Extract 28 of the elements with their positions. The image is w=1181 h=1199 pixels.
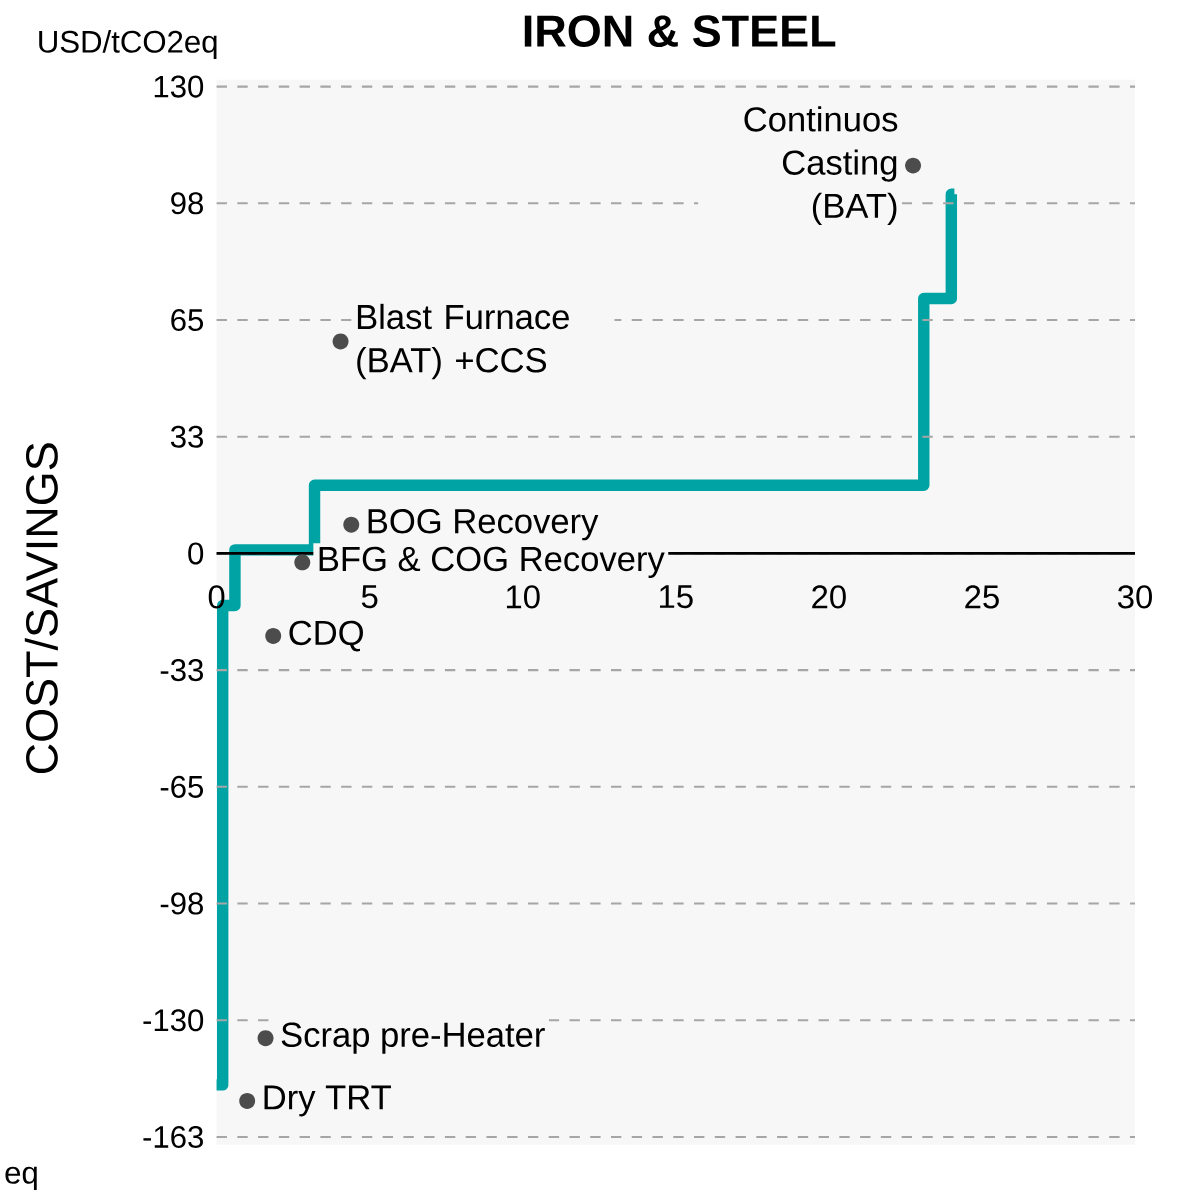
annotation: BFG & COG Recovery bbox=[319, 546, 665, 579]
y-tick-label: -163 bbox=[143, 1125, 203, 1148]
x-tick-label: 5 bbox=[361, 585, 378, 609]
y-tick-label: 0 bbox=[188, 542, 203, 565]
annotation: Continuos Casting (BAT) bbox=[744, 106, 898, 225]
chart-title: IRON & STEEL bbox=[524, 15, 836, 47]
y-tick-label: -65 bbox=[160, 775, 203, 798]
y-axis-title: COST/SAVINGS bbox=[24, 443, 58, 774]
annotation: BOG Recovery bbox=[368, 509, 599, 541]
annotation: Dry TRT bbox=[264, 1085, 391, 1117]
y-tick-label: -98 bbox=[160, 892, 203, 915]
text: USD/tCO2eq bbox=[39, 29, 217, 59]
y-tick-label: -130 bbox=[143, 1009, 203, 1032]
annotation: Blast Furnace (BAT) +CCS bbox=[357, 303, 569, 380]
y-tick-label: 33 bbox=[170, 425, 203, 448]
annotation: CDQ bbox=[289, 620, 363, 652]
x-tick-label: 10 bbox=[506, 585, 540, 609]
y-tick-label: 65 bbox=[171, 308, 203, 332]
y-tick-label: -33 bbox=[160, 659, 203, 682]
x-tick-label: 0 bbox=[208, 585, 225, 609]
x-tick-label: 20 bbox=[812, 585, 846, 609]
y-tick-label: 98 bbox=[171, 192, 203, 215]
x-tick-label: 30 bbox=[1117, 585, 1152, 609]
y-tick-label: 130 bbox=[154, 75, 203, 98]
annotation: Scrap pre-Heater bbox=[281, 1022, 545, 1054]
x-tick-label: 15 bbox=[659, 585, 693, 609]
x-tick-label: 25 bbox=[965, 585, 999, 609]
text: eq bbox=[5, 1166, 37, 1190]
